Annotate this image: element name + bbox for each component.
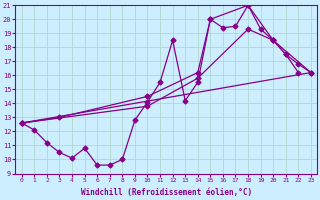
X-axis label: Windchill (Refroidissement éolien,°C): Windchill (Refroidissement éolien,°C) [81, 188, 252, 197]
